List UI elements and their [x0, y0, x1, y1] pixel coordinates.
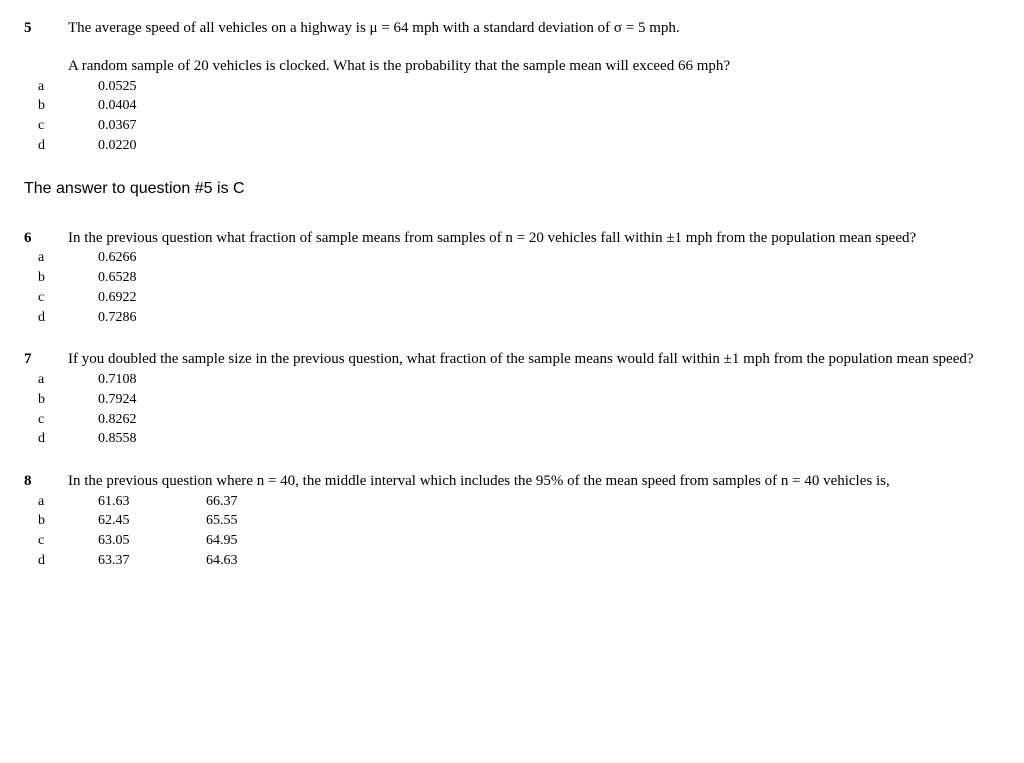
option-label: a [38, 249, 56, 268]
option-value: 0.6266 [98, 249, 137, 268]
question-text: If you doubled the sample size in the pr… [68, 349, 1000, 369]
question-text: In the previous question what fraction o… [68, 228, 1000, 248]
question-header-row: 6 In the previous question what fraction… [24, 228, 1000, 248]
option-label: b [38, 97, 56, 116]
option-value-col2: 66.37 [206, 494, 238, 509]
question-number: 8 [24, 471, 68, 491]
question-6: 6 In the previous question what fraction… [24, 228, 1000, 328]
option-value: 0.8558 [98, 430, 137, 449]
question-subtext-row: A random sample of 20 vehicles is clocke… [24, 56, 1000, 76]
option-a: a 0.0525 [24, 78, 1000, 97]
option-value-col1: 63.37 [98, 552, 206, 571]
option-label: c [38, 117, 56, 136]
question-number: 7 [24, 349, 68, 369]
option-value: 0.7924 [98, 391, 137, 410]
option-c: c 63.0564.95 [24, 532, 1000, 551]
option-d: d 0.8558 [24, 430, 1000, 449]
option-value-col1: 62.45 [98, 512, 206, 531]
option-value: 0.7108 [98, 371, 137, 390]
option-value-left: 63.3764.63 [98, 552, 238, 571]
option-d: d 63.3764.63 [24, 552, 1000, 571]
question-subtext: A random sample of 20 vehicles is clocke… [68, 56, 1000, 76]
option-b: b 0.7924 [24, 391, 1000, 410]
option-value: 0.0220 [98, 137, 137, 156]
option-label: a [38, 78, 56, 97]
question-8: 8 In the previous question where n = 40,… [24, 471, 1000, 571]
question-text: The average speed of all vehicles on a h… [68, 18, 1000, 38]
option-label: b [38, 269, 56, 288]
option-b: b 62.4565.55 [24, 512, 1000, 531]
option-label: d [38, 137, 56, 156]
question-header-row: 8 In the previous question where n = 40,… [24, 471, 1000, 491]
option-a: a 61.6366.37 [24, 493, 1000, 512]
question-header-row: 5 The average speed of all vehicles on a… [24, 18, 1000, 38]
option-value-col2: 64.95 [206, 533, 238, 548]
option-label: a [38, 371, 56, 390]
option-c: c 0.0367 [24, 117, 1000, 136]
option-value-left: 62.4565.55 [98, 512, 238, 531]
option-b: b 0.6528 [24, 269, 1000, 288]
option-label: d [38, 430, 56, 449]
option-c: c 0.8262 [24, 411, 1000, 430]
option-value-left: 61.6366.37 [98, 493, 238, 512]
option-label: c [38, 532, 56, 551]
option-value: 0.0367 [98, 117, 137, 136]
option-value: 0.7286 [98, 309, 137, 328]
option-value: 0.6922 [98, 289, 137, 308]
option-label: b [38, 512, 56, 531]
option-a: a 0.7108 [24, 371, 1000, 390]
option-label: c [38, 411, 56, 430]
question-number: 5 [24, 18, 68, 38]
option-label: d [38, 309, 56, 328]
option-d: d 0.7286 [24, 309, 1000, 328]
option-b: b 0.0404 [24, 97, 1000, 116]
option-a: a 0.6266 [24, 249, 1000, 268]
option-value-col1: 61.63 [98, 493, 206, 512]
option-value: 0.6528 [98, 269, 137, 288]
option-d: d 0.0220 [24, 137, 1000, 156]
question-5: 5 The average speed of all vehicles on a… [24, 18, 1000, 156]
option-value: 0.0404 [98, 97, 137, 116]
option-label: c [38, 289, 56, 308]
option-value-col2: 65.55 [206, 513, 238, 528]
option-c: c 0.6922 [24, 289, 1000, 308]
option-value-col2: 64.63 [206, 553, 238, 568]
option-value-col1: 63.05 [98, 532, 206, 551]
answer-note-5: The answer to question #5 is C [24, 178, 1000, 200]
question-header-row: 7 If you doubled the sample size in the … [24, 349, 1000, 369]
question-number: 6 [24, 228, 68, 248]
question-text: In the previous question where n = 40, t… [68, 471, 1000, 491]
option-label: d [38, 552, 56, 571]
spacer [24, 56, 68, 76]
option-value: 0.0525 [98, 78, 137, 97]
option-label: b [38, 391, 56, 410]
option-value-left: 63.0564.95 [98, 532, 238, 551]
option-label: a [38, 493, 56, 512]
question-7: 7 If you doubled the sample size in the … [24, 349, 1000, 449]
option-value: 0.8262 [98, 411, 137, 430]
